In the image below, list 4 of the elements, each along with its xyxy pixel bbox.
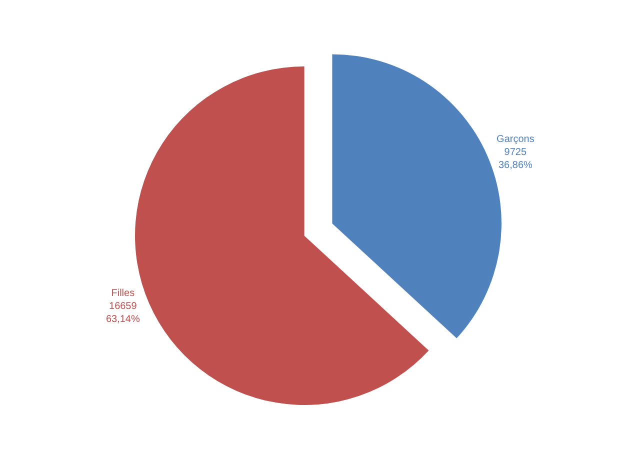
data-label: 9725 36,86% — [498, 147, 532, 172]
data-label: 16659 63,14% — [106, 301, 140, 326]
slice-label: Filles — [111, 288, 135, 300]
slice-label: Garçons — [496, 134, 534, 146]
